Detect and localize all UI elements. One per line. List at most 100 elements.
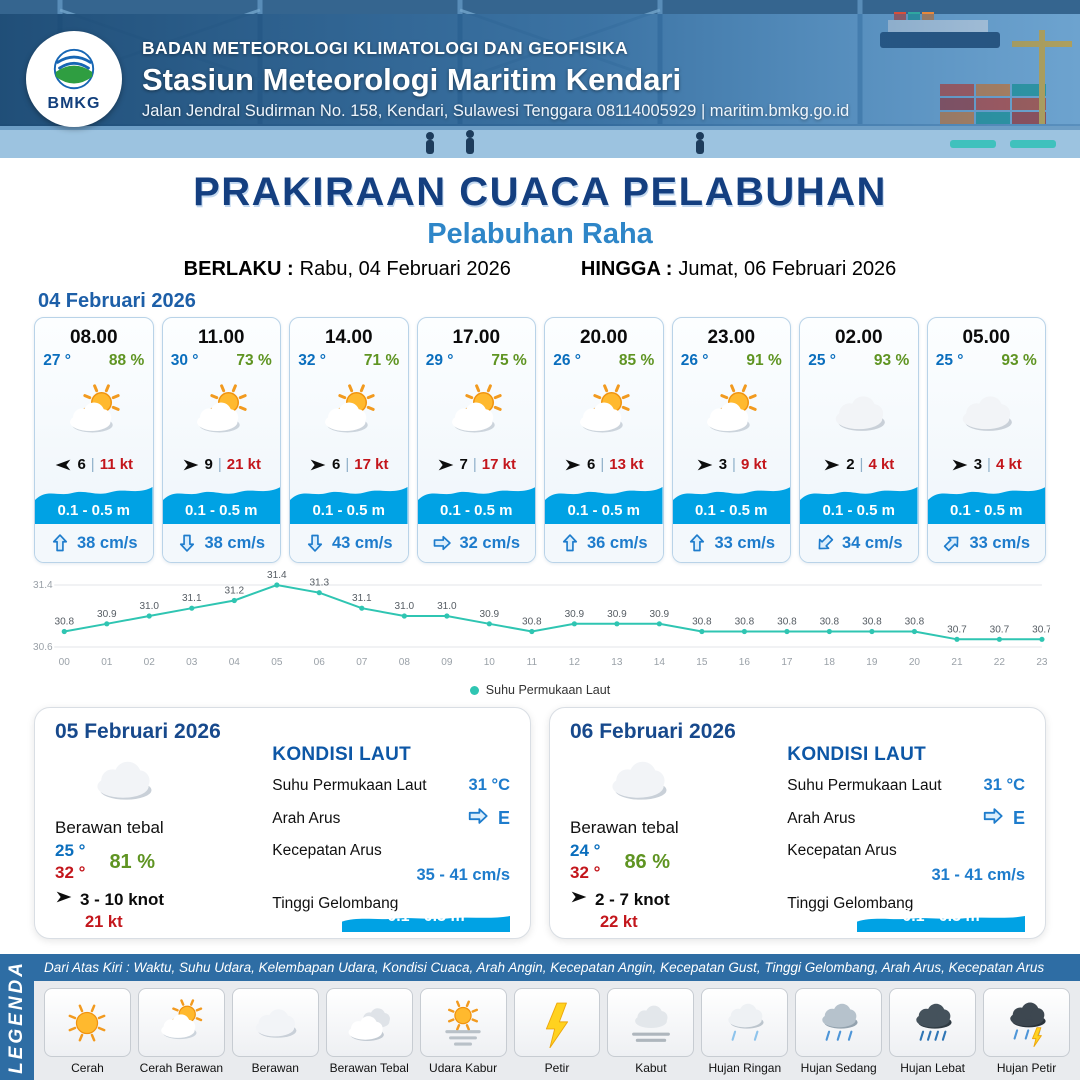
- wave-shape-icon: [342, 916, 510, 932]
- gust-value: 9 kt: [740, 456, 767, 473]
- wave-height-value: 0.1 - 0.5 m: [949, 502, 1023, 519]
- current-speed: 32 cm/s: [459, 533, 521, 552]
- legend-item-label: Berawan: [251, 1061, 299, 1075]
- bmkg-logo-text: BMKG: [47, 94, 101, 112]
- svg-text:09: 09: [441, 657, 453, 668]
- svg-text:19: 19: [866, 657, 878, 668]
- sun-cloud-icon: [707, 384, 757, 433]
- wave-shape-icon: [545, 487, 663, 524]
- sst-value: 31 °C: [983, 776, 1025, 794]
- svg-text:00: 00: [59, 657, 71, 668]
- gust-value: 21 kt: [85, 913, 123, 932]
- forecast-time: 14.00: [324, 327, 373, 348]
- separator: |: [90, 456, 95, 473]
- current-speed: 33 cm/s: [714, 533, 776, 552]
- moderate-rain-icon: [821, 1003, 858, 1041]
- legend-icon-tile: [889, 988, 977, 1057]
- condition-label: Berawan tebal: [570, 818, 679, 837]
- wave-shape-icon: [800, 487, 918, 524]
- cloud-icon: [835, 396, 885, 431]
- current-row: 34 cm/s: [800, 524, 918, 562]
- current-dir-label: Arah Arus: [272, 809, 341, 827]
- svg-text:05: 05: [271, 657, 283, 668]
- header-banner: BMKG BADAN METEOROLOGI KLIMATOLOGI DAN G…: [0, 0, 1080, 158]
- current-arrow-icon: [52, 534, 68, 552]
- wave-height-value: 0.1 - 0.5 m: [694, 502, 768, 519]
- heavy-rain-icon: [915, 1003, 952, 1041]
- sst-line-chart: 31.4 30.6 30.8 00 30.9 01 31.0 02 31.1 03 31.2 04 31…: [33, 570, 1050, 668]
- wind-row: 3 | 4 kt: [951, 456, 1022, 473]
- humidity-value: 91 %: [746, 352, 782, 369]
- wave-shape-icon: [417, 487, 535, 524]
- sea-conditions-title: KONDISI LAUT: [272, 744, 412, 765]
- legend-icon-tile: [513, 988, 601, 1057]
- current-row: 33 cm/s: [672, 524, 790, 562]
- wave-height-value: 0.1 - 0.5 m: [567, 502, 641, 519]
- legend-item-label: Kabut: [635, 1061, 667, 1075]
- wind-arrow-icon: [824, 459, 840, 470]
- legend-icon-tile: [419, 988, 507, 1057]
- condition-label: Berawan tebal: [55, 818, 164, 837]
- temp-max: 32 °: [55, 863, 86, 883]
- svg-text:31.1: 31.1: [352, 593, 372, 604]
- current-row: 33 cm/s: [927, 524, 1045, 562]
- svg-text:30.8: 30.8: [692, 617, 712, 628]
- wind-row: 9 | 21 kt: [182, 456, 261, 473]
- valid-label: BERLAKU :: [183, 258, 294, 280]
- svg-text:30.9: 30.9: [607, 609, 627, 620]
- haze-icon: [445, 1000, 481, 1046]
- separator: |: [217, 456, 222, 473]
- weather-icon: [943, 370, 1029, 456]
- wave-height-badge: 0.1 - 0.5 m: [857, 908, 1025, 932]
- temp-value: 25 °: [808, 352, 836, 369]
- legend-item: Petir: [513, 988, 601, 1075]
- wave-height-badge: 0.1 - 0.5 m: [545, 480, 663, 524]
- fog-icon: [631, 1005, 670, 1042]
- wind-range: 2 - 7 knot: [595, 889, 670, 909]
- legend-item: Berawan: [231, 988, 319, 1075]
- wave-height-badge: 0.1 - 0.5 m: [290, 480, 408, 524]
- humidity-value: 88 %: [108, 352, 145, 369]
- legend-item-label: Hujan Ringan: [708, 1061, 782, 1075]
- forecast-time: 05.00: [962, 327, 1011, 348]
- separator: |: [732, 456, 736, 473]
- current-dir-label: Arah Arus: [787, 809, 856, 827]
- svg-text:06: 06: [314, 657, 326, 668]
- legend-item: Berawan Tebal: [325, 988, 413, 1075]
- legend-item: Hujan Sedang: [795, 988, 883, 1075]
- legend-item-label: Berawan Tebal: [329, 1061, 409, 1075]
- svg-text:15: 15: [696, 657, 708, 668]
- weather-icon: [55, 744, 264, 816]
- current-direction-icon: [467, 805, 489, 832]
- temp-value: 27 °: [43, 352, 71, 369]
- wind-speed: 3: [973, 456, 983, 473]
- svg-text:31.0: 31.0: [395, 601, 415, 612]
- temp-value: 25 °: [935, 352, 964, 369]
- forecast-time: 17.00: [452, 327, 501, 348]
- chart-legend: Suhu Permukaan Laut: [30, 683, 1050, 697]
- forecast-card: 23.00 26 ° 91 % 3 | 9 kt 0.1 - 0.5 m 33 …: [671, 317, 791, 563]
- svg-text:21: 21: [951, 657, 963, 668]
- svg-text:30.7: 30.7: [947, 624, 967, 635]
- wave-height-value: 0.1 - 0.5 m: [822, 502, 896, 519]
- current-speed: 34 cm/s: [841, 533, 903, 552]
- svg-text:30.9: 30.9: [97, 609, 117, 620]
- gust-value: 4 kt: [868, 456, 895, 473]
- weather-icon: [816, 370, 902, 456]
- current-speed: 43 cm/s: [331, 533, 393, 552]
- weather-icon: [178, 370, 264, 456]
- org-name: BADAN METEOROLOGI KLIMATOLOGI DAN GEOFIS…: [142, 37, 629, 58]
- lightning-icon: [545, 1002, 569, 1048]
- current-row: 36 cm/s: [545, 524, 663, 562]
- legend-item-label: Hujan Petir: [996, 1061, 1057, 1075]
- forecast-time: 23.00: [707, 327, 756, 348]
- current-speed: 38 cm/s: [76, 533, 138, 552]
- wind-speed: 7: [459, 456, 468, 473]
- wind-arrow-icon: [697, 459, 713, 470]
- current-arrow-icon: [180, 534, 195, 552]
- temp-value: 26 °: [680, 352, 709, 369]
- legend-item: Hujan Lebat: [889, 988, 977, 1075]
- wind-range: 3 - 10 knot: [80, 889, 165, 909]
- bmkg-globe-icon: [53, 48, 95, 89]
